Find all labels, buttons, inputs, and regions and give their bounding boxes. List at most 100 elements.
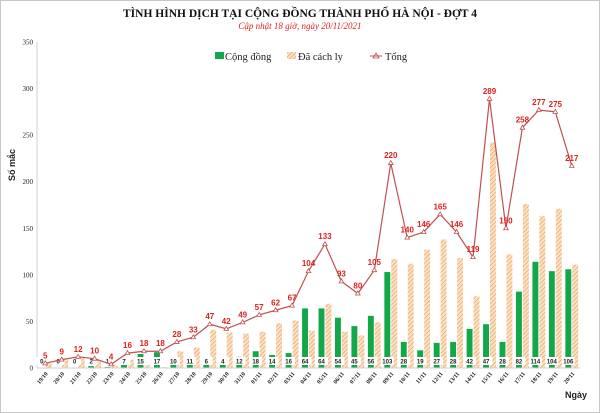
community-value-label: 7 (122, 360, 126, 366)
x-tick-label: 13/11 (448, 371, 461, 385)
bar-isolated (78, 356, 85, 368)
total-marker (272, 306, 279, 313)
total-value-label: 57 (255, 303, 264, 312)
community-value-label: 2 (89, 360, 93, 366)
bar-isolated (45, 363, 52, 368)
total-marker (223, 325, 230, 331)
x-tick-label: 30/10 (217, 371, 230, 385)
bar-community (515, 291, 522, 368)
bar-community (400, 341, 407, 368)
community-label-box (497, 357, 509, 365)
community-value-label: 16 (285, 360, 292, 366)
total-value-label: 33 (189, 325, 198, 334)
total-marker (108, 360, 115, 367)
bar-isolated (490, 142, 496, 368)
bar-community (334, 317, 341, 368)
total-value-label: 277 (532, 98, 546, 107)
legend-label-isolated: Đã cách ly (298, 52, 344, 63)
total-value-label: 18 (140, 339, 149, 348)
total-marker (42, 360, 49, 366)
x-tick-label: 01/11 (250, 371, 263, 385)
total-value-label: 146 (417, 220, 431, 229)
total-value-label: 289 (483, 87, 497, 96)
community-label-box (562, 357, 575, 365)
total-marker (173, 338, 180, 344)
x-tick-label: 18/11 (530, 371, 543, 385)
x-tick-label: 05/11 (316, 371, 329, 385)
x-tick-label: 06/11 (333, 371, 346, 385)
community-label-box (118, 357, 131, 365)
x-tick-label: 27/10 (168, 371, 181, 385)
bar-isolated (572, 264, 579, 368)
total-value-label: 12 (74, 345, 83, 354)
bar-community (548, 271, 555, 368)
total-value-label: 80 (353, 281, 362, 290)
bar-isolated (440, 239, 447, 368)
total-marker (519, 124, 526, 130)
x-tick-label: 28/10 (184, 371, 197, 385)
legend-label-community: Cộng đồng (225, 52, 272, 63)
x-tick-label: 24/10 (119, 371, 132, 385)
y-tick-label: 100 (23, 271, 34, 279)
total-value-label: 42 (222, 317, 231, 326)
bar-isolated (276, 323, 283, 368)
community-label-box (398, 357, 411, 365)
chart-subtitle: Cập nhật 18 giờ, ngày 20/11/2021 (238, 21, 361, 31)
x-tick-label: 12/11 (431, 371, 444, 385)
bar-community (88, 366, 95, 368)
bar-isolated (555, 208, 562, 368)
y-tick-label: 0 (30, 365, 34, 373)
community-label-box (381, 357, 394, 365)
bar-isolated (391, 259, 398, 368)
bar-community (384, 272, 391, 368)
community-value-label: 82 (516, 360, 523, 366)
x-tick-label: 31/10 (234, 371, 247, 385)
bar-community (351, 326, 358, 368)
total-value-label: 258 (516, 116, 530, 125)
x-tick-label: 14/11 (464, 371, 477, 385)
x-tick-label: 25/10 (135, 371, 148, 385)
total-value-label: 165 (433, 202, 447, 211)
community-label-box (332, 357, 345, 365)
community-label-box (167, 357, 180, 365)
community-value-label: 0 (40, 360, 44, 366)
total-value-label: 119 (467, 245, 480, 254)
total-value-label: 150 (499, 216, 513, 225)
legend-label-total: Tổng (385, 52, 408, 63)
total-marker (552, 108, 559, 114)
community-label-box (200, 357, 213, 365)
community-value-label: 15 (137, 360, 144, 366)
bar-isolated (457, 258, 464, 368)
community-label-box (102, 357, 115, 365)
total-marker (124, 349, 131, 355)
bar-isolated (309, 330, 315, 368)
bar-isolated (358, 335, 365, 368)
total-marker (404, 234, 411, 240)
community-label-box (36, 357, 49, 365)
total-value-label: 133 (318, 232, 332, 241)
bar-isolated (325, 303, 332, 368)
community-label-box (431, 357, 444, 365)
x-tick-label: 08/11 (366, 371, 379, 385)
bar-isolated (243, 333, 250, 368)
total-value-label: 93 (337, 269, 346, 278)
x-tick-label: 29/10 (201, 371, 214, 385)
bar-isolated (95, 360, 102, 368)
total-marker (486, 95, 493, 101)
x-tick-label: 19/11 (547, 371, 560, 385)
community-value-label: 103 (382, 360, 393, 366)
total-marker (371, 266, 378, 273)
community-label-box (464, 357, 477, 365)
community-label-box (283, 357, 296, 365)
community-label-box (135, 357, 147, 365)
bar-community (565, 269, 572, 368)
community-value-label: 12 (236, 360, 243, 366)
total-marker (305, 267, 312, 274)
total-value-label: 49 (238, 310, 247, 319)
x-tick-label: 03/11 (283, 371, 296, 385)
total-marker (420, 228, 427, 234)
x-tick-label: 20/11 (563, 371, 576, 385)
total-value-label: 105 (368, 258, 382, 267)
bar-isolated (177, 351, 184, 368)
